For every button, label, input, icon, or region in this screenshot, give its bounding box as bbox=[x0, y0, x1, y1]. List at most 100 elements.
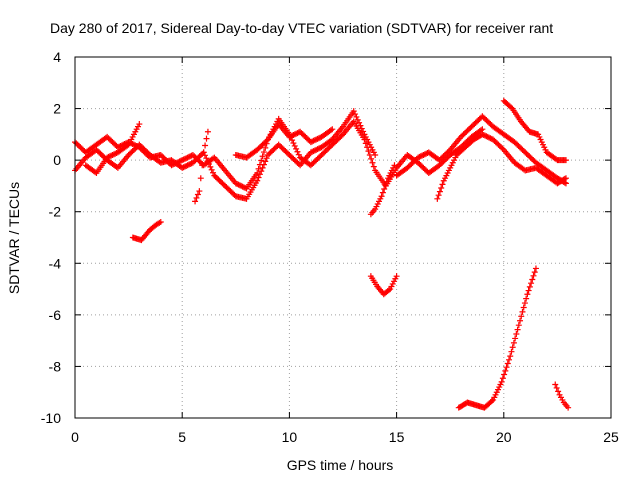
plot-frame bbox=[74, 56, 612, 419]
data-point bbox=[532, 265, 539, 272]
data-point bbox=[391, 162, 398, 169]
data-point bbox=[311, 147, 318, 154]
data-point bbox=[499, 145, 506, 152]
data-point bbox=[210, 155, 217, 162]
data-point bbox=[484, 133, 491, 140]
y-tick-label: -4 bbox=[49, 255, 62, 271]
chart-title: Day 280 of 2017, Sidereal Day-to-day VTE… bbox=[50, 20, 553, 36]
y-tick-label: -2 bbox=[49, 204, 62, 220]
data-point bbox=[183, 155, 190, 162]
data-point bbox=[383, 178, 390, 185]
data-point bbox=[289, 137, 296, 144]
data-point bbox=[295, 129, 302, 136]
data-point bbox=[439, 181, 446, 188]
data-point bbox=[510, 339, 517, 346]
data-point bbox=[255, 174, 262, 181]
data-point bbox=[181, 155, 188, 162]
data-point bbox=[514, 326, 521, 333]
data-point bbox=[106, 153, 113, 160]
series-arc-7 bbox=[367, 162, 398, 218]
data-point bbox=[309, 138, 316, 145]
data-point bbox=[512, 335, 519, 342]
data-point bbox=[416, 153, 423, 160]
data-point bbox=[263, 137, 270, 144]
data-point bbox=[370, 163, 377, 170]
data-point bbox=[291, 131, 298, 138]
data-point bbox=[263, 155, 270, 162]
data-point bbox=[104, 154, 111, 161]
series-arc-6 bbox=[232, 115, 486, 189]
data-point bbox=[503, 364, 510, 371]
x-tick-label: 5 bbox=[178, 429, 186, 445]
data-point bbox=[555, 388, 562, 395]
data-point bbox=[552, 381, 559, 388]
data-point bbox=[562, 175, 569, 182]
data-point bbox=[562, 157, 569, 164]
data-point bbox=[187, 161, 194, 168]
data-point bbox=[393, 273, 400, 280]
data-point bbox=[309, 148, 316, 155]
data-point bbox=[108, 152, 115, 159]
data-point bbox=[379, 189, 386, 196]
data-point bbox=[385, 287, 392, 294]
data-point bbox=[499, 375, 506, 382]
data-point bbox=[368, 155, 375, 162]
data-point bbox=[526, 283, 533, 290]
data-point bbox=[504, 360, 511, 367]
data-point bbox=[114, 144, 121, 151]
data-point bbox=[197, 175, 204, 182]
data-point bbox=[256, 171, 263, 178]
data-point bbox=[382, 182, 389, 189]
data-point bbox=[307, 139, 314, 146]
data-point bbox=[372, 151, 379, 158]
data-point bbox=[260, 161, 267, 168]
data-point bbox=[234, 180, 241, 187]
data-point bbox=[184, 154, 191, 161]
axis-ticks bbox=[74, 56, 612, 419]
data-point bbox=[415, 154, 422, 161]
data-point bbox=[327, 127, 334, 134]
data-point bbox=[531, 269, 538, 276]
data-point bbox=[242, 184, 249, 191]
data-point bbox=[315, 145, 322, 152]
data-point bbox=[314, 146, 321, 153]
data-point bbox=[293, 130, 300, 137]
data-point bbox=[434, 195, 441, 202]
series-arc-5 bbox=[192, 128, 211, 205]
data-point bbox=[206, 161, 212, 168]
series-arc-4 bbox=[129, 219, 164, 244]
data-point bbox=[524, 291, 531, 298]
data-point bbox=[479, 126, 486, 133]
y-tick-label: 2 bbox=[53, 101, 61, 117]
data-point bbox=[354, 116, 361, 123]
data-point bbox=[480, 132, 487, 139]
data-point bbox=[506, 356, 513, 363]
data-point bbox=[313, 146, 320, 153]
data-point bbox=[124, 142, 131, 149]
data-point bbox=[201, 152, 208, 159]
grid-lines bbox=[75, 57, 611, 418]
data-point bbox=[565, 404, 572, 411]
data-point bbox=[185, 161, 192, 168]
data-point bbox=[113, 163, 120, 170]
data-point bbox=[361, 136, 368, 143]
data-point bbox=[259, 153, 266, 160]
data-point bbox=[482, 132, 489, 139]
series-arc-12 bbox=[455, 265, 539, 411]
data-point bbox=[362, 140, 369, 147]
data-point bbox=[338, 132, 345, 139]
data-point bbox=[311, 137, 318, 144]
data-point bbox=[369, 159, 376, 166]
series-arc-10 bbox=[434, 131, 569, 202]
data-point bbox=[203, 155, 210, 162]
y-tick-label: 4 bbox=[53, 49, 61, 65]
data-point bbox=[435, 192, 442, 199]
data-point bbox=[192, 198, 199, 205]
data-point bbox=[518, 313, 525, 320]
data-point bbox=[352, 111, 359, 118]
data-point bbox=[204, 158, 211, 165]
data-point bbox=[487, 135, 494, 142]
data-point bbox=[498, 378, 505, 385]
data-point bbox=[287, 134, 294, 141]
data-point bbox=[179, 164, 186, 171]
